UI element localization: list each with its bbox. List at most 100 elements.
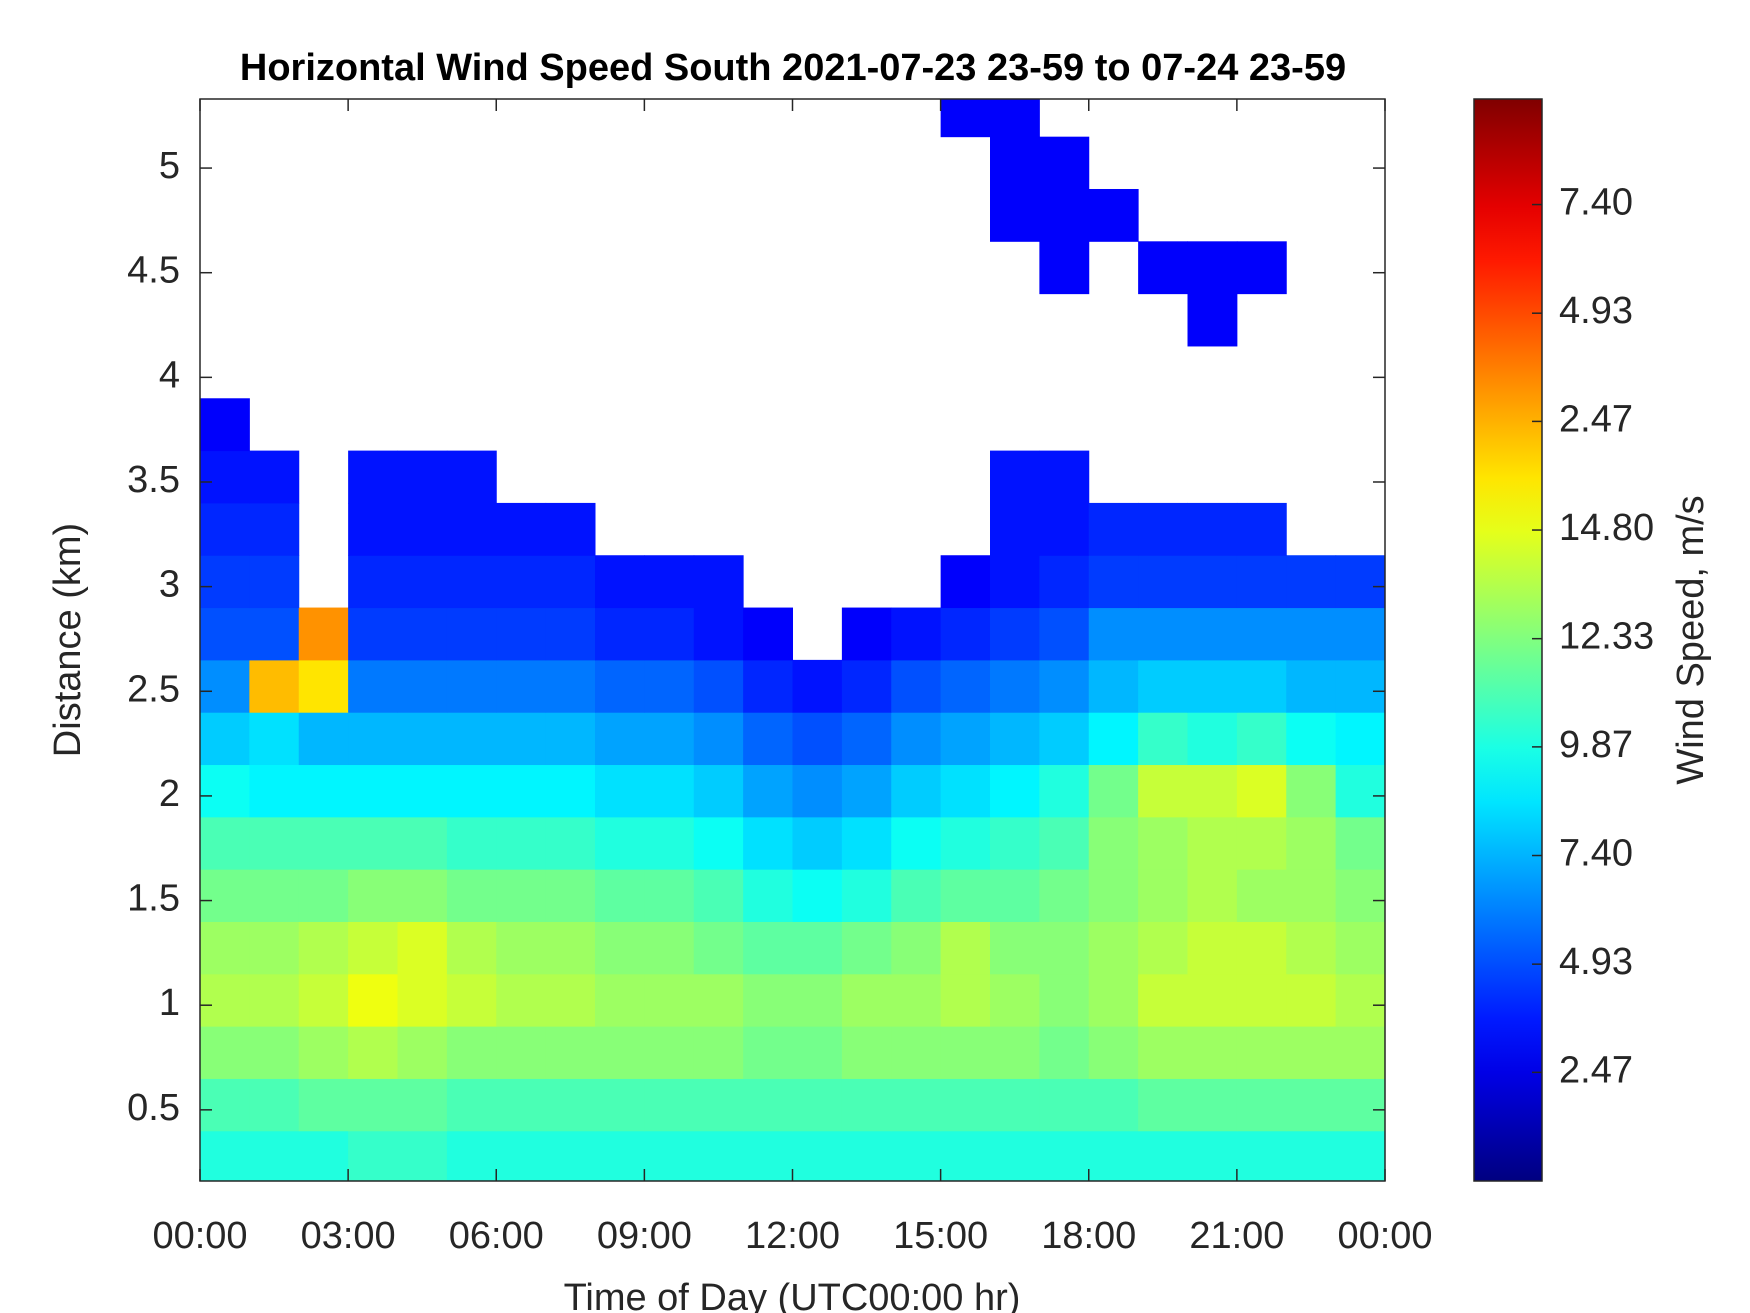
- heat-cell: [200, 816, 250, 870]
- heat-cell: [545, 502, 596, 556]
- heat-cell: [1088, 816, 1139, 870]
- heat-cell: [446, 764, 497, 818]
- heat-cell: [595, 1026, 645, 1079]
- heat-cell: [200, 1078, 250, 1132]
- heat-cell: [1138, 1130, 1188, 1181]
- heat-cell: [545, 921, 596, 975]
- heat-cell: [1187, 659, 1238, 713]
- heat-cell: [1236, 607, 1287, 661]
- heat-cell: [891, 1130, 942, 1181]
- heat-cell: [446, 1130, 497, 1181]
- heat-cell: [446, 659, 497, 713]
- heat-cell: [940, 607, 991, 661]
- heat-cell: [1039, 816, 1090, 870]
- heat-cell: [1286, 973, 1337, 1027]
- heat-cell: [1138, 973, 1188, 1027]
- heat-cell: [496, 869, 547, 922]
- heat-cell: [1039, 764, 1090, 818]
- heat-cell: [348, 502, 398, 556]
- heat-cell: [249, 502, 300, 556]
- heat-cell: [841, 607, 892, 661]
- heat-cell: [1236, 712, 1287, 766]
- heat-cell: [990, 188, 1040, 242]
- heat-cell: [1187, 816, 1238, 870]
- heat-cell: [743, 712, 793, 766]
- heat-cell: [841, 1130, 892, 1181]
- heat-cell: [446, 1026, 497, 1079]
- heat-cell: [1088, 555, 1139, 609]
- heat-cell: [693, 659, 744, 713]
- colorbar: [1473, 98, 1543, 1182]
- heat-cell: [249, 450, 300, 504]
- heat-cell: [693, 921, 744, 975]
- heat-cell: [298, 869, 349, 922]
- heat-cell: [545, 816, 596, 870]
- heat-cell: [249, 764, 300, 818]
- heat-cell: [446, 712, 497, 766]
- heat-cell: [1187, 1026, 1238, 1079]
- heat-cell: [743, 607, 793, 661]
- heat-cell: [1236, 1130, 1287, 1181]
- heat-cell: [446, 973, 497, 1027]
- heat-cell: [792, 659, 843, 713]
- colorbar-tick-label: 2.47: [1559, 398, 1633, 440]
- heat-cell: [200, 973, 250, 1027]
- heat-cell: [1088, 1026, 1139, 1079]
- heat-cell: [1286, 1026, 1337, 1079]
- heat-cell: [1187, 764, 1238, 818]
- heat-cell: [249, 973, 300, 1027]
- heat-cell: [1187, 1078, 1238, 1132]
- heat-cell: [1088, 712, 1139, 766]
- heat-cell: [990, 659, 1040, 713]
- heat-cell: [940, 712, 991, 766]
- heat-cell: [1286, 1078, 1337, 1132]
- heat-cell: [545, 712, 596, 766]
- heat-cell: [496, 659, 547, 713]
- x-tick-label: 09:00: [597, 1215, 692, 1257]
- heat-cell: [644, 816, 695, 870]
- heat-cell: [1138, 607, 1188, 661]
- heat-cell: [1286, 659, 1337, 713]
- heat-cell: [940, 1078, 991, 1132]
- heat-cell: [1286, 1130, 1337, 1181]
- heat-cell: [1187, 1130, 1238, 1181]
- heat-cell: [990, 136, 1040, 190]
- heat-cell: [891, 1026, 942, 1079]
- heat-cell: [743, 764, 793, 818]
- heat-cell: [1138, 241, 1188, 295]
- heat-cell: [1236, 1078, 1287, 1132]
- heat-cell: [743, 921, 793, 975]
- heat-cell: [249, 1026, 300, 1079]
- heat-cell: [595, 764, 645, 818]
- heat-cell: [990, 869, 1040, 922]
- heat-cell: [496, 764, 547, 818]
- heat-cell: [990, 816, 1040, 870]
- heat-cell: [1187, 293, 1238, 347]
- heat-cell: [891, 659, 942, 713]
- heat-cell: [496, 921, 547, 975]
- heat-cell: [200, 1130, 250, 1181]
- heat-cell: [792, 712, 843, 766]
- heat-cell: [1236, 764, 1287, 818]
- heat-cell: [990, 973, 1040, 1027]
- heat-cell: [1138, 764, 1188, 818]
- heat-cell: [1039, 921, 1090, 975]
- colorbar-tick-label: 2.47: [1559, 1049, 1633, 1091]
- heat-cell: [397, 1026, 448, 1079]
- y-tick-label: 4: [159, 354, 180, 396]
- heat-cell: [1286, 555, 1337, 609]
- x-tick-label: 00:00: [152, 1215, 247, 1257]
- heat-cell: [1286, 816, 1337, 870]
- heat-cell: [200, 764, 250, 818]
- x-tick-label: 03:00: [301, 1215, 396, 1257]
- heat-cell: [693, 1026, 744, 1079]
- heat-cell: [1138, 659, 1188, 713]
- colorbar-tick-label: 9.87: [1559, 724, 1633, 766]
- heat-cell: [200, 712, 250, 766]
- heat-cell: [249, 712, 300, 766]
- heat-cell: [1138, 555, 1188, 609]
- heat-cell: [891, 764, 942, 818]
- heat-cell: [1236, 659, 1287, 713]
- heat-cell: [693, 973, 744, 1027]
- heat-cell: [446, 450, 497, 504]
